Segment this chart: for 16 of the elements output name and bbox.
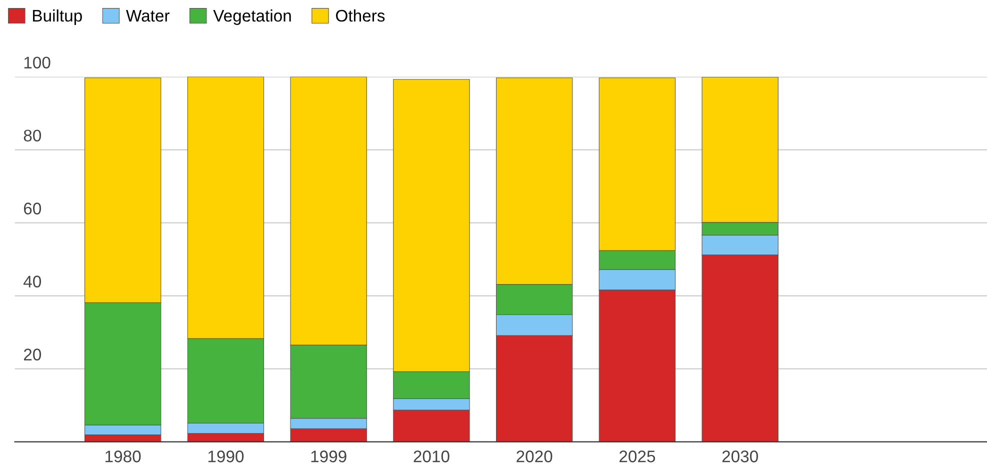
x-tick-label: 1990 [208, 450, 244, 462]
x-tick-label: 2025 [620, 450, 656, 462]
y-tick-label: 100 [24, 56, 50, 68]
x-tick-label: 2010 [414, 450, 450, 462]
y-tick-label: 40 [24, 276, 42, 288]
y-tick-label: 20 [24, 348, 42, 360]
x-tick-label: 1980 [106, 450, 141, 462]
legend-label: Vegetation [213, 9, 291, 25]
y-tick-label: 80 [24, 130, 42, 142]
legend-label: Water [126, 10, 170, 22]
x-tick-label: 2020 [516, 450, 552, 462]
x-tick-label: 2030 [722, 450, 758, 462]
legend-label: Others [336, 9, 385, 22]
legend-label: Builtup [33, 9, 82, 25]
y-tick-label: 60 [24, 202, 42, 214]
x-tick-label: 1999 [311, 450, 346, 462]
